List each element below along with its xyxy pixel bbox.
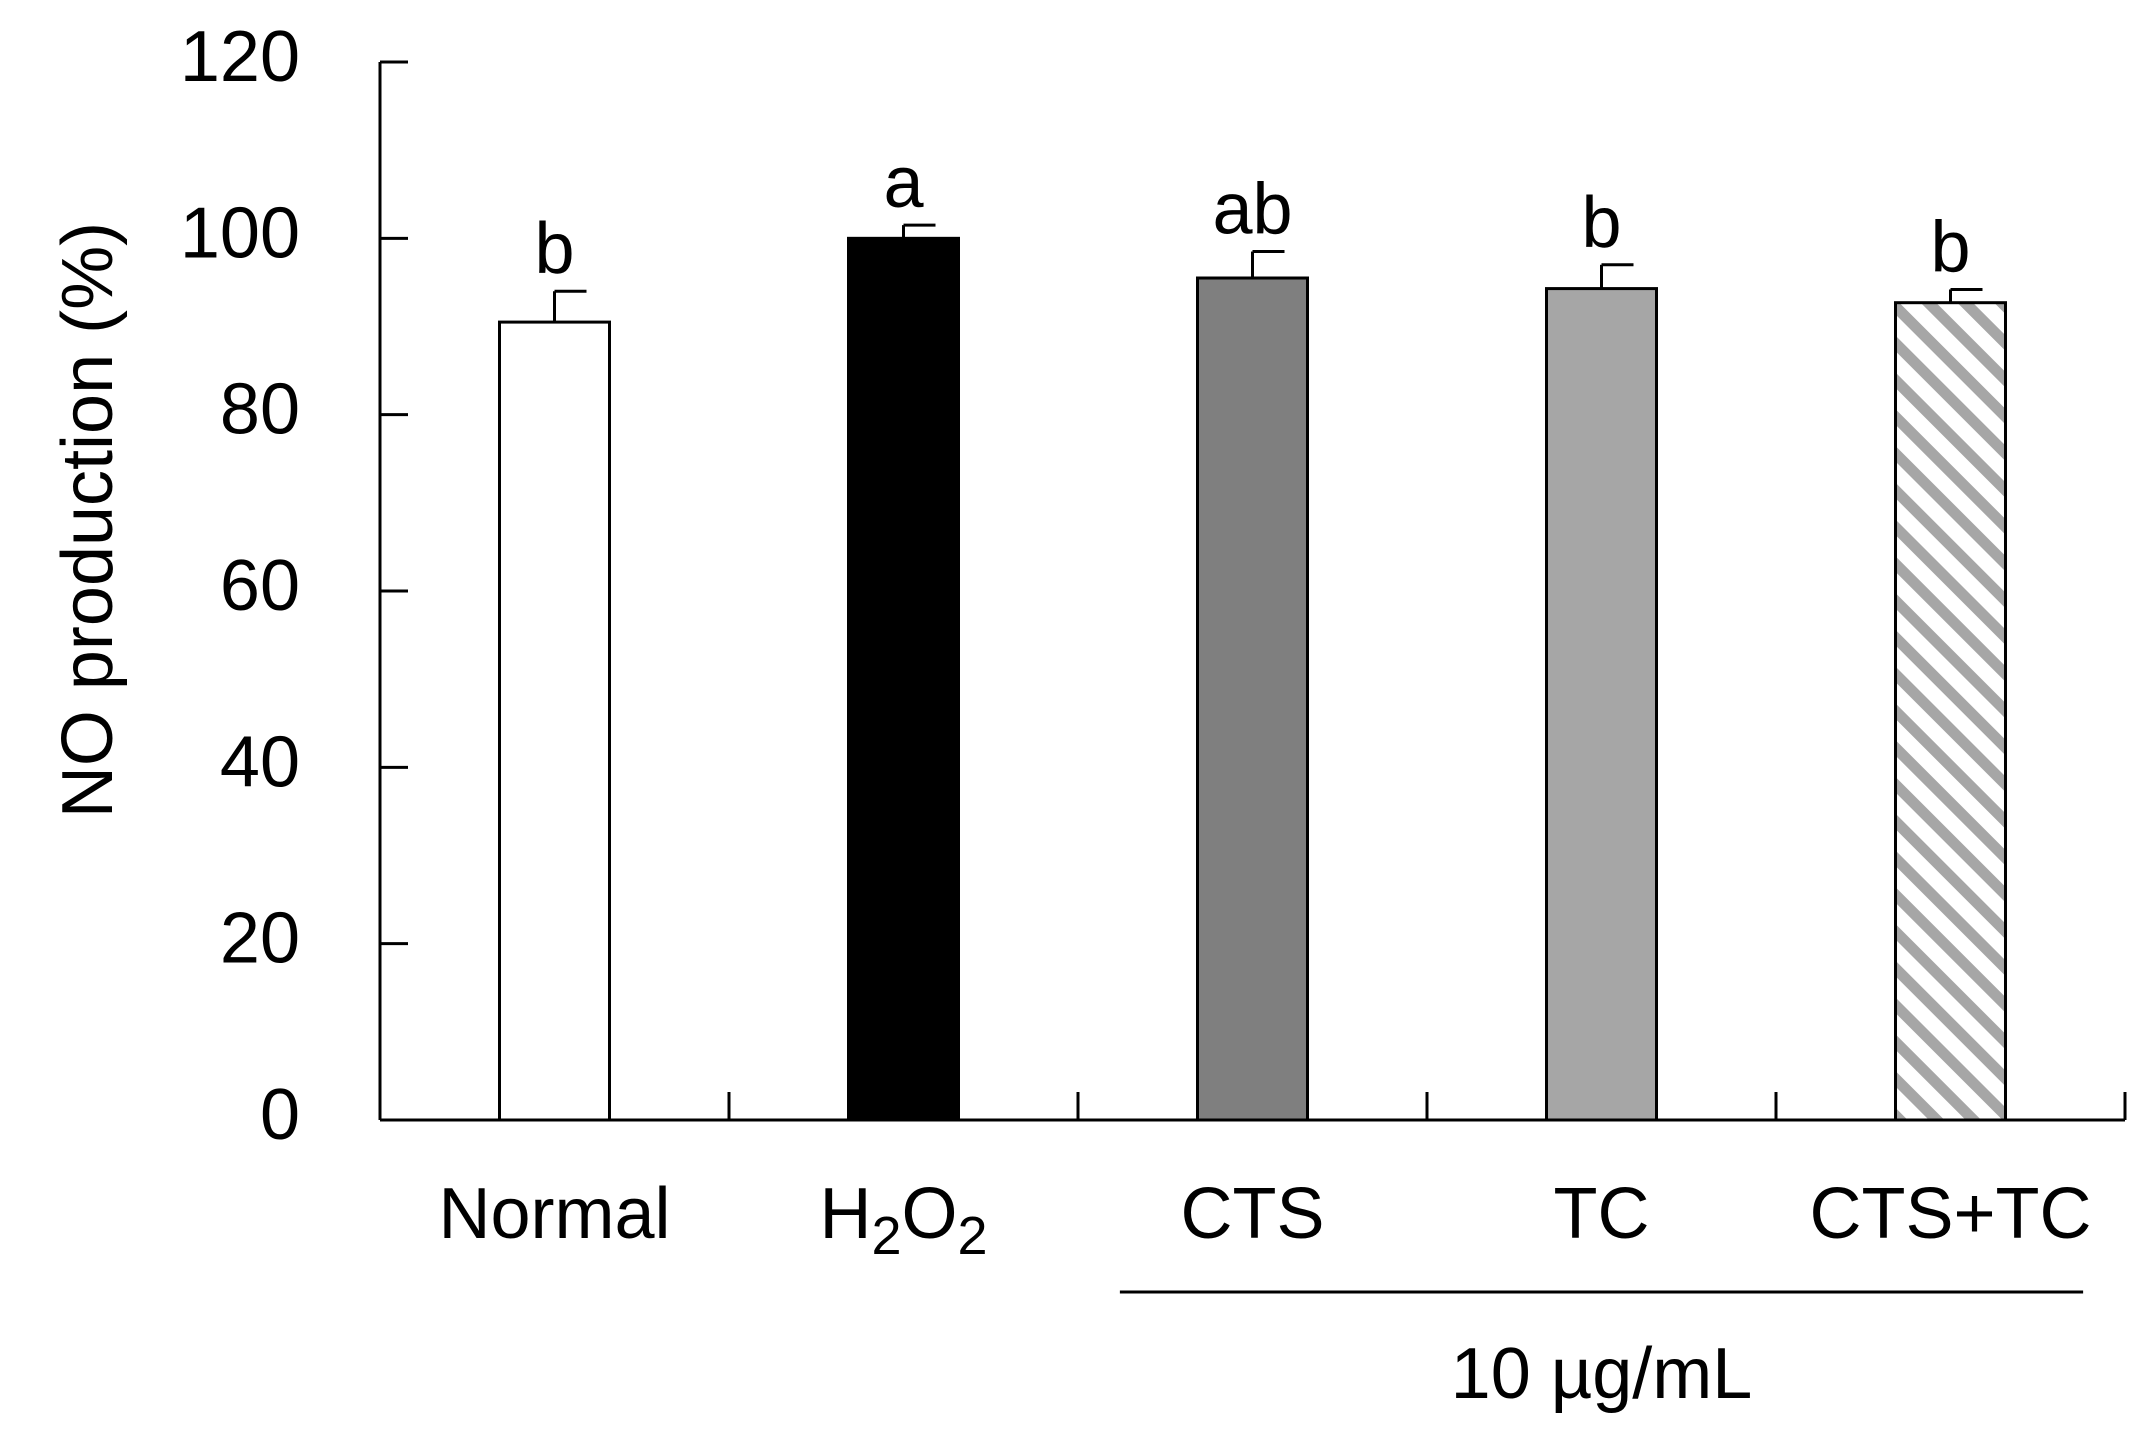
category-label: CTS+TC [1809,1174,2091,1254]
y-tick-label: 60 [220,546,300,626]
group-label: 10 µg/mL [1451,1334,1753,1414]
y-tick-label: 20 [220,899,300,979]
bar-1 [498,320,611,1122]
x-axis-ticks [727,1092,2127,1120]
y-tick-label: 100 [180,193,300,273]
category-labels: Normal H2O2 CTS TC CTS+TC [438,1174,2091,1266]
y-tick-label: 120 [180,17,300,97]
category-label: CTS [1181,1174,1325,1254]
bar-5 [1894,301,2007,1122]
y-axis-ticks: 0 20 40 60 80 100 120 [180,17,408,1155]
y-tick-label: 40 [220,722,300,802]
bar-3 [1196,276,1309,1122]
error-bars [553,223,1983,323]
category-label: Normal [438,1174,670,1254]
significance-label: b [534,209,574,289]
significance-label: ab [1212,170,1292,250]
bars [498,236,2007,1122]
bar-4 [1545,287,1658,1122]
significance-label: b [1930,207,1970,287]
category-label: H2O2 [819,1174,987,1266]
significance-labels: b a ab b b [534,143,1970,289]
y-axis-title: NO production (%) [48,222,128,818]
significance-label: b [1581,183,1621,263]
category-label: TC [1554,1174,1650,1254]
y-tick-label: 80 [220,370,300,450]
significance-label: a [883,143,924,223]
bar-2 [847,236,960,1122]
y-tick-label: 0 [260,1075,300,1155]
